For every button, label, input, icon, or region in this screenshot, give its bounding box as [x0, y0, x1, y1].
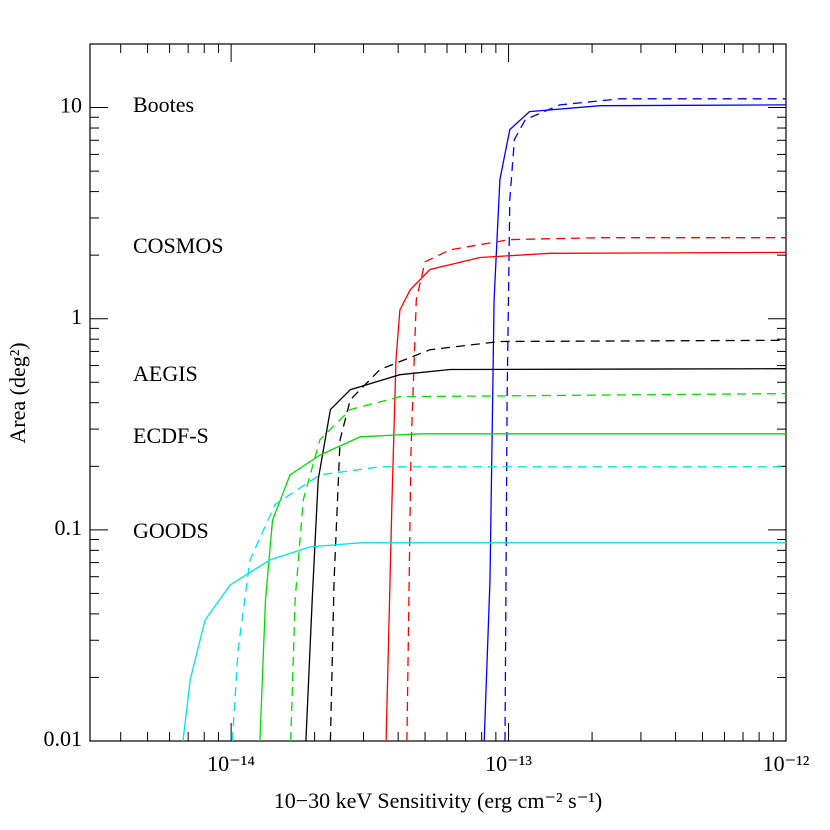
annotation: COSMOS [133, 233, 223, 258]
y-tick-label: 1 [71, 304, 82, 329]
series-line [305, 368, 787, 742]
x-tick-label: 10⁻¹³ [485, 751, 532, 776]
annotation: ECDF-S [133, 423, 209, 448]
series-line [329, 339, 787, 742]
annotation: AEGIS [133, 361, 198, 386]
series-line [259, 433, 786, 742]
series-line [182, 542, 786, 742]
series-line [231, 466, 786, 742]
series-line [385, 251, 787, 742]
series-line [290, 392, 787, 742]
series-line [504, 98, 786, 742]
y-tick-label: 0.01 [44, 726, 83, 751]
y-axis-label: Area (deg²) [5, 342, 30, 443]
series-line [406, 237, 786, 742]
y-tick-label: 10 [60, 93, 82, 118]
x-axis-label: 10−30 keV Sensitivity (erg cm⁻² s⁻¹) [274, 788, 603, 813]
series-line [483, 104, 787, 742]
x-tick-label: 10⁻¹² [763, 751, 810, 776]
y-tick-label: 0.1 [55, 515, 83, 540]
annotation: Bootes [133, 92, 194, 117]
annotation: GOODS [133, 518, 209, 543]
plot-frame [89, 43, 787, 742]
x-tick-label: 10⁻¹⁴ [207, 751, 255, 776]
